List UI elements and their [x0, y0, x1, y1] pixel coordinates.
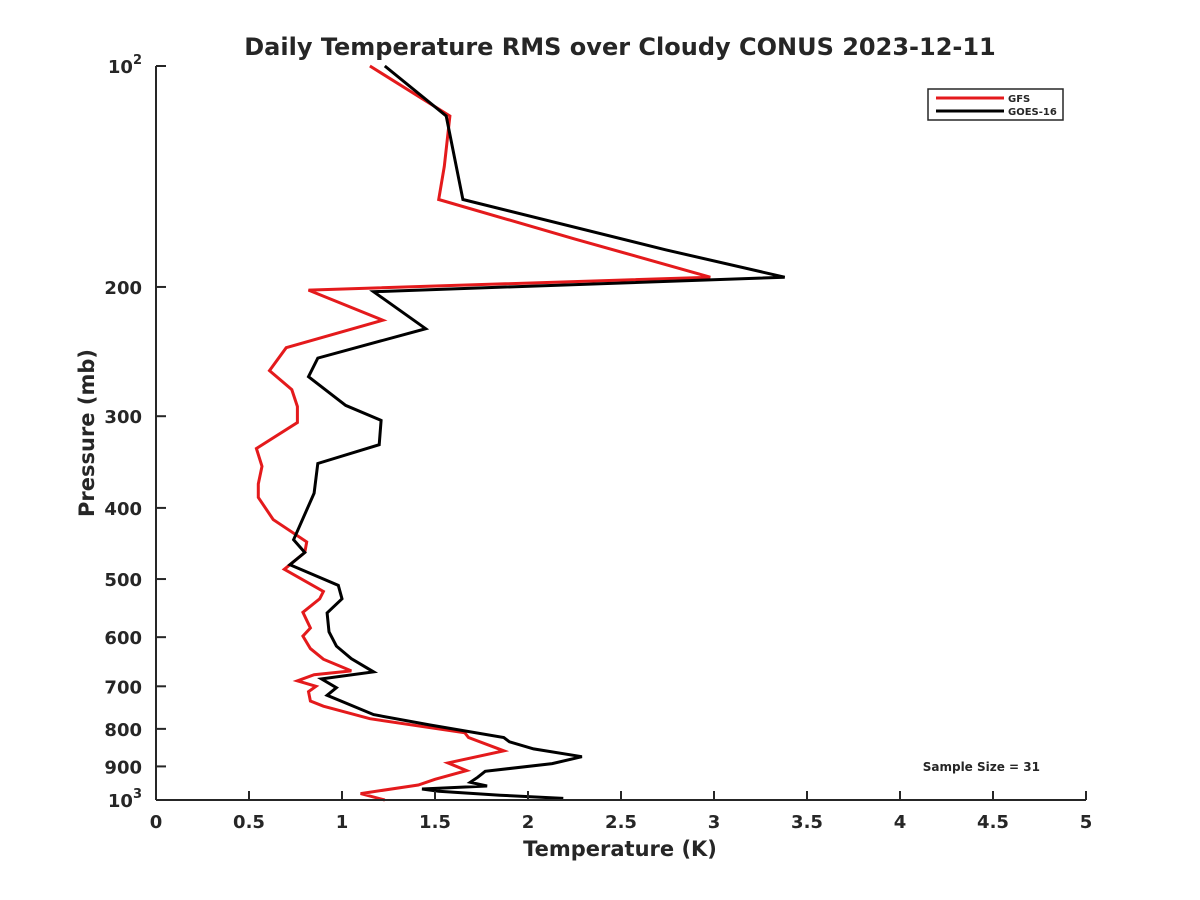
- x-tick-label: 1.5: [419, 812, 451, 833]
- series-layer: [254, 64, 786, 802]
- y-tick-label: 600: [104, 628, 142, 649]
- y-tick-label: 900: [104, 757, 142, 778]
- x-tick-label: 0: [150, 812, 163, 833]
- y-ticks: 102 200 300 400 500 600 700 800 900 103: [104, 53, 166, 812]
- y-tick-label: 102: [108, 53, 142, 78]
- y-tick-label: 400: [104, 499, 142, 520]
- sample-size-annotation: Sample Size = 31: [923, 760, 1040, 774]
- series-line-gfs: [254, 64, 711, 802]
- y-tick-label: 700: [104, 677, 142, 698]
- series-line-goes16: [287, 64, 786, 800]
- legend: GFS GOES-16: [927, 88, 1064, 121]
- x-tick-label: 1: [336, 812, 349, 833]
- x-tick-label: 3.5: [791, 812, 823, 833]
- x-tick-label: 4: [894, 812, 907, 833]
- x-tick-label: 2.5: [605, 812, 637, 833]
- y-tick-label: 200: [104, 278, 142, 299]
- x-tick-label: 5: [1080, 812, 1093, 833]
- legend-label-goes16: GOES-16: [1008, 107, 1057, 118]
- y-tick-label: 500: [104, 570, 142, 591]
- y-axis-label: Pressure (mb): [75, 349, 99, 517]
- x-ticks: 0 0.5 1 1.5 2 2.5 3 3.5 4 4.5 5: [150, 791, 1093, 833]
- chart-title: Daily Temperature RMS over Cloudy CONUS …: [244, 33, 996, 61]
- legend-box: [927, 88, 1064, 121]
- x-axis-label: Temperature (K): [523, 837, 717, 861]
- x-tick-label: 4.5: [977, 812, 1009, 833]
- x-tick-label: 2: [522, 812, 535, 833]
- x-tick-label: 0.5: [233, 812, 265, 833]
- y-tick-label: 800: [104, 720, 142, 741]
- y-tick-label: 103: [108, 787, 142, 812]
- legend-label-gfs: GFS: [1008, 94, 1030, 105]
- y-tick-label: 300: [104, 407, 142, 428]
- x-tick-label: 3: [708, 812, 721, 833]
